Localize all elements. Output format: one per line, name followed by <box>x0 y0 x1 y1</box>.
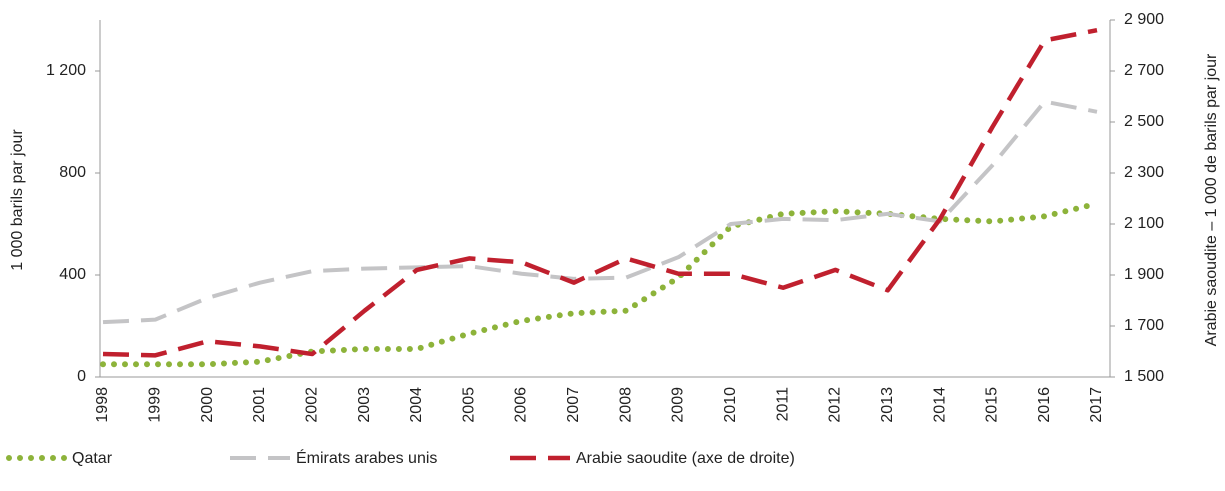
y-tick-label: 400 <box>59 266 86 283</box>
x-tick-label: 2014 <box>931 387 948 423</box>
x-tick-label: 2004 <box>408 387 425 423</box>
series-line <box>102 27 1098 358</box>
x-tick-label: 2011 <box>774 387 791 422</box>
x-tick-label: 1999 <box>147 387 164 423</box>
x-tick-label: 2008 <box>617 387 634 423</box>
x-tick-label: 2007 <box>565 387 582 423</box>
x-tick-label: 2005 <box>460 387 477 423</box>
y-tick-label: 0 <box>77 368 86 385</box>
series-line <box>102 99 1098 325</box>
y-axis-label: 1 000 barils par jour <box>9 129 26 271</box>
series-line <box>100 200 1100 368</box>
y2-axis-label: Arabie saoudite – 1 000 de barils par jo… <box>1203 53 1220 346</box>
legend-label: Arabie saoudite (axe de droite) <box>576 450 795 467</box>
legend-label: Qatar <box>72 450 113 467</box>
y2-tick-label: 2 700 <box>1124 62 1164 79</box>
x-tick-label: 2009 <box>670 387 687 423</box>
x-tick-label: 2013 <box>879 387 896 423</box>
y2-tick-label: 1 900 <box>1124 266 1164 283</box>
x-tick-label: 2006 <box>513 387 530 423</box>
x-tick-label: 2016 <box>1036 387 1053 423</box>
y2-tick-label: 2 100 <box>1124 215 1164 232</box>
legend-label: Émirats arabes unis <box>296 448 437 467</box>
x-tick-label: 2001 <box>251 387 268 423</box>
x-tick-label: 2015 <box>984 387 1001 423</box>
x-tick-label: 1998 <box>94 387 111 423</box>
y2-tick-label: 2 900 <box>1124 11 1164 28</box>
y2-tick-label: 2 300 <box>1124 164 1164 181</box>
x-tick-label: 2002 <box>303 387 320 423</box>
x-tick-label: 2010 <box>722 387 739 423</box>
x-tick-label: 2012 <box>827 387 844 423</box>
y-tick-label: 1 200 <box>46 62 86 79</box>
x-tick-label: 2017 <box>1088 387 1105 423</box>
y2-tick-label: 1 500 <box>1124 368 1164 385</box>
x-tick-label: 2000 <box>199 387 216 423</box>
y2-tick-label: 2 500 <box>1124 113 1164 130</box>
y2-tick-label: 1 700 <box>1124 317 1164 334</box>
x-tick-label: 2003 <box>356 387 373 423</box>
y-tick-label: 800 <box>59 164 86 181</box>
